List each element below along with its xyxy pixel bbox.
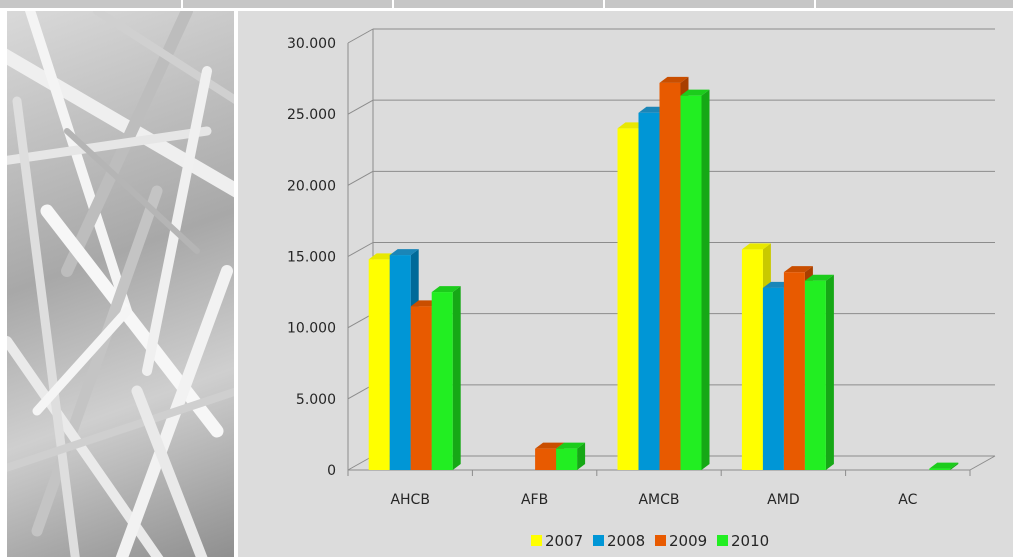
bar-front	[680, 95, 702, 470]
y-tick-label: 15.000	[287, 250, 336, 266]
strip-separator	[603, 0, 605, 8]
bar-side	[452, 286, 461, 470]
y-tick-label: 10.000	[287, 321, 336, 337]
bar-side	[950, 462, 959, 470]
bar	[804, 274, 834, 470]
y-tick-label: 30.000	[287, 36, 336, 52]
bar-side	[701, 89, 710, 470]
gridline-wall	[347, 28, 374, 44]
bar-top	[804, 274, 834, 281]
legend-swatch	[531, 535, 542, 546]
y-tick-label: 0	[327, 463, 336, 479]
floor-edge	[969, 455, 996, 471]
bar-top	[659, 76, 689, 83]
strip-separator	[181, 0, 183, 8]
bar	[929, 462, 959, 470]
bar-front	[535, 448, 557, 470]
bar-front	[556, 448, 578, 470]
bar-front	[638, 112, 660, 470]
bar-front	[617, 128, 639, 470]
bar-top	[929, 462, 959, 469]
gridline-wall	[347, 170, 374, 186]
x-tick-label: AHCB	[390, 492, 429, 508]
strip-separator	[392, 0, 394, 8]
bar-top	[535, 442, 565, 449]
bar-side	[577, 442, 586, 470]
y-tick-label: 25.000	[287, 107, 336, 123]
legend-label: 2010	[731, 532, 769, 550]
legend-label: 2008	[607, 532, 645, 550]
bar-front	[389, 255, 411, 470]
strip-separator	[814, 0, 816, 8]
legend-label: 2007	[545, 532, 583, 550]
bar-front	[741, 249, 763, 470]
bar-front	[659, 82, 681, 470]
bar-front	[783, 272, 805, 470]
gridline-wall	[347, 242, 374, 257]
column-chart: 0 5.000 10.000 15.000 20.000 25.000 30.000 AHCB…	[287, 28, 996, 550]
bar-front	[410, 306, 432, 470]
y-tick-label: 5.000	[296, 392, 336, 408]
chart-panel: 0 5.000 10.000 15.000 20.000 25.000 30.000 AHCB…	[238, 11, 1013, 557]
bar-top	[431, 286, 461, 293]
gridline-wall	[347, 99, 374, 115]
x-tick-label: AFB	[521, 492, 548, 508]
photo-texture	[7, 11, 234, 557]
bar-front	[368, 259, 390, 470]
bar-top	[783, 266, 813, 273]
bar-front	[804, 280, 826, 470]
bar-top	[389, 249, 419, 256]
legend-label: 2009	[669, 532, 707, 550]
bar-front	[431, 292, 453, 470]
bar	[680, 89, 710, 470]
bar-top	[680, 89, 710, 96]
bar	[431, 286, 461, 470]
legend-swatch	[717, 535, 728, 546]
legend-swatch	[655, 535, 666, 546]
top-strip	[0, 0, 1013, 8]
bar-top	[741, 243, 771, 250]
bar-side	[825, 274, 834, 470]
x-tick-label: AMD	[767, 492, 799, 508]
x-tick-label: AC	[898, 492, 917, 508]
x-tick-label: AMCB	[638, 492, 679, 508]
legend-swatch	[593, 535, 604, 546]
bar-front	[762, 287, 784, 470]
bar-front	[929, 468, 951, 470]
y-tick-label: 20.000	[287, 178, 336, 194]
bar-top	[556, 442, 586, 449]
bar	[556, 442, 586, 470]
decorative-shredded-paper-photo	[7, 11, 234, 557]
